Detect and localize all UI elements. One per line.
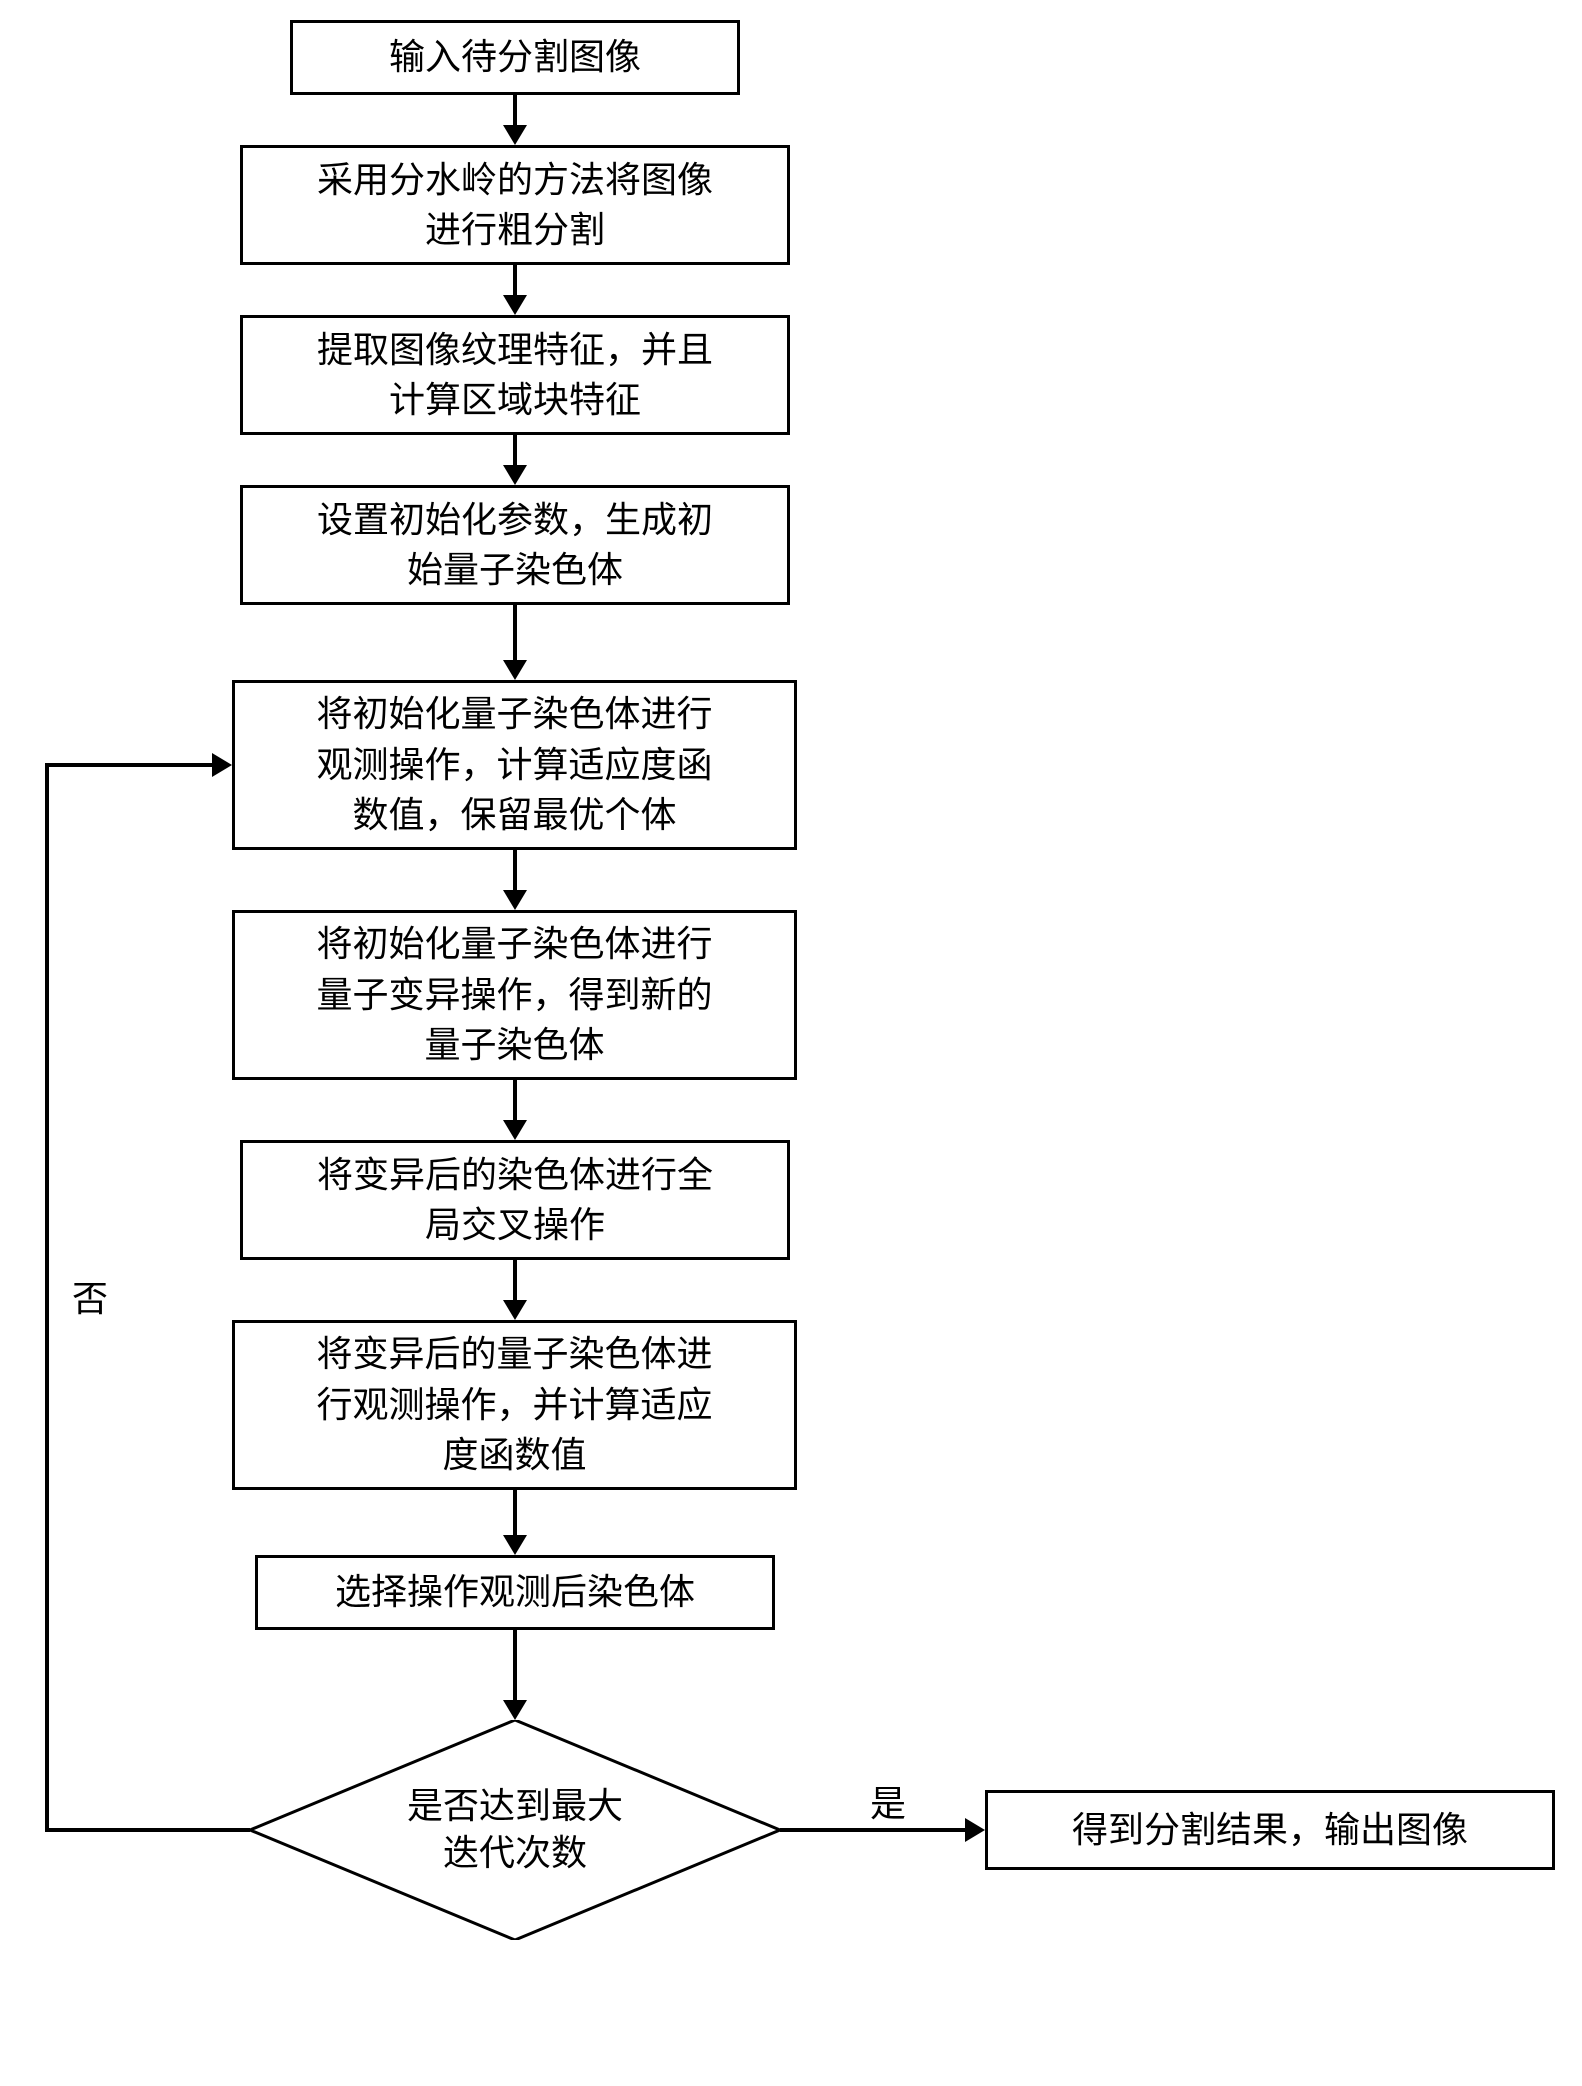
- arrow-head-icon: [503, 295, 527, 315]
- arrow-head-icon: [503, 1300, 527, 1320]
- arrow: [513, 1260, 517, 1305]
- node-quantum-mutation: 将初始化量子染色体进行量子变异操作，得到新的量子染色体: [232, 910, 797, 1080]
- arrow: [513, 850, 517, 895]
- node-label: 将初始化量子染色体进行观测操作，计算适应度函数值，保留最优个体: [316, 689, 712, 840]
- flowchart-container: 输入待分割图像 采用分水岭的方法将图像进行粗分割 提取图像纹理特征，并且计算区域…: [0, 0, 1582, 2086]
- node-label: 选择操作观测后染色体: [335, 1567, 695, 1617]
- node-label: 设置初始化参数，生成初始量子染色体: [317, 495, 713, 596]
- node-label: 得到分割结果，输出图像: [1072, 1805, 1468, 1855]
- arrow: [780, 1828, 970, 1832]
- arrow-head-icon: [503, 890, 527, 910]
- arrow: [45, 763, 49, 1832]
- arrow-head-icon: [503, 125, 527, 145]
- arrow: [45, 763, 215, 767]
- arrow-head-icon: [212, 753, 232, 777]
- node-label: 是否达到最大迭代次数: [407, 1783, 623, 1877]
- arrow-head-icon: [503, 660, 527, 680]
- node-observe-init: 将初始化量子染色体进行观测操作，计算适应度函数值，保留最优个体: [232, 680, 797, 850]
- node-label: 输入待分割图像: [389, 32, 641, 82]
- arrow: [513, 1630, 517, 1705]
- node-output-result: 得到分割结果，输出图像: [985, 1790, 1555, 1870]
- node-extract-texture: 提取图像纹理特征，并且计算区域块特征: [240, 315, 790, 435]
- arrow: [513, 1080, 517, 1125]
- arrow-head-icon: [503, 1700, 527, 1720]
- arrow-head-icon: [965, 1818, 985, 1842]
- node-label: 将初始化量子染色体进行量子变异操作，得到新的量子染色体: [316, 919, 712, 1070]
- arrow-head-icon: [503, 1535, 527, 1555]
- arrow: [45, 1828, 250, 1832]
- node-label: 将变异后的量子染色体进行观测操作，并计算适应度函数值: [316, 1329, 712, 1480]
- node-global-crossover: 将变异后的染色体进行全局交叉操作: [240, 1140, 790, 1260]
- node-label: 采用分水岭的方法将图像进行粗分割: [317, 155, 713, 256]
- node-input-image: 输入待分割图像: [290, 20, 740, 95]
- arrow-head-icon: [503, 465, 527, 485]
- node-watershed: 采用分水岭的方法将图像进行粗分割: [240, 145, 790, 265]
- node-label: 将变异后的染色体进行全局交叉操作: [317, 1150, 713, 1251]
- node-label: 提取图像纹理特征，并且计算区域块特征: [317, 325, 713, 426]
- node-decision-max-iter: 是否达到最大迭代次数: [250, 1720, 780, 1940]
- arrow-head-icon: [503, 1120, 527, 1140]
- arrow: [513, 1490, 517, 1540]
- edge-label-no: 否: [72, 1270, 108, 1322]
- node-select-operation: 选择操作观测后染色体: [255, 1555, 775, 1630]
- edge-label-yes: 是: [870, 1775, 906, 1827]
- arrow: [513, 605, 517, 665]
- node-init-params: 设置初始化参数，生成初始量子染色体: [240, 485, 790, 605]
- node-observe-mutated: 将变异后的量子染色体进行观测操作，并计算适应度函数值: [232, 1320, 797, 1490]
